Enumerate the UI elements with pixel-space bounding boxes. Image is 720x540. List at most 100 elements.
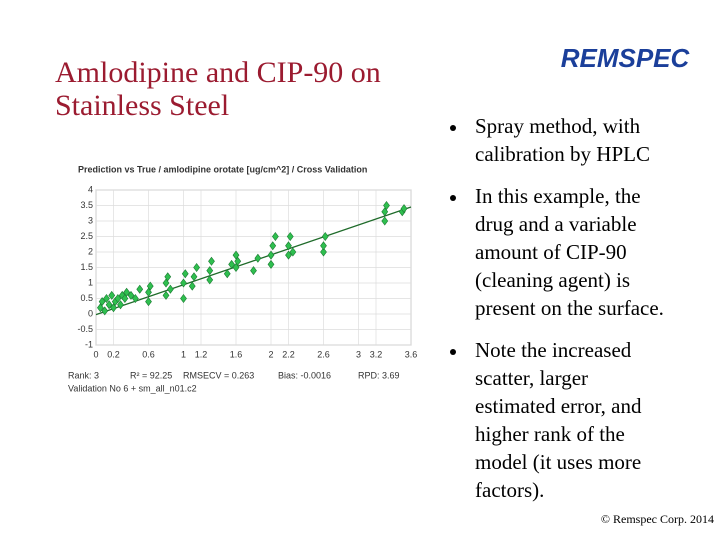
point bbox=[383, 201, 390, 210]
point bbox=[190, 272, 198, 282]
point bbox=[285, 250, 292, 260]
x-tick-label: 0.6 bbox=[142, 349, 155, 359]
y-tick-label: 0 bbox=[88, 308, 93, 318]
bullet-text: amount of CIP-90 bbox=[475, 240, 627, 264]
y-tick-label: -0.5 bbox=[77, 324, 93, 334]
y-tick-label: 0.5 bbox=[80, 293, 93, 303]
x-tick-label: 0.2 bbox=[107, 349, 120, 359]
slide-title: Stainless Steel bbox=[55, 89, 229, 122]
point bbox=[381, 216, 389, 226]
footer: © Remspec Corp. 2014 bbox=[601, 512, 714, 526]
point bbox=[208, 256, 215, 266]
bullet-dot bbox=[450, 195, 456, 201]
point bbox=[269, 241, 277, 251]
point bbox=[98, 297, 106, 307]
point bbox=[272, 232, 279, 241]
point bbox=[105, 300, 113, 310]
point bbox=[206, 266, 214, 276]
y-tick-label: 3 bbox=[88, 215, 93, 225]
bullet-list: Spray method, with calibration by HPLC In … bbox=[450, 114, 664, 502]
bullet-text: estimated error, and bbox=[475, 394, 642, 418]
bullet-text: present on the surface. bbox=[475, 296, 664, 320]
bullet-text: factors). bbox=[475, 478, 544, 502]
point bbox=[114, 294, 122, 303]
x-tick-label: 1.2 bbox=[195, 349, 208, 359]
stat-label: Rank: 3 bbox=[68, 370, 99, 380]
x-tick-label: 2.6 bbox=[317, 349, 330, 359]
point bbox=[188, 281, 196, 291]
stat-label: RPD: 3.69 bbox=[358, 370, 400, 380]
point bbox=[234, 256, 242, 266]
x-tick-label: 1 bbox=[181, 349, 186, 359]
point bbox=[180, 294, 187, 303]
point bbox=[320, 241, 327, 251]
point bbox=[145, 297, 152, 307]
y-tick-label: 1.5 bbox=[80, 262, 93, 272]
bullet-text: drug and a variable bbox=[475, 212, 637, 236]
bullet-text: Spray method, with bbox=[475, 114, 641, 138]
point bbox=[228, 259, 235, 269]
point bbox=[97, 303, 104, 313]
logo: REMSPEC bbox=[561, 43, 691, 73]
point bbox=[286, 232, 294, 241]
y-tick-label: -1 bbox=[85, 339, 93, 349]
y-tick-label: 3.5 bbox=[80, 200, 93, 210]
bullet-text: higher rank of the bbox=[475, 422, 625, 446]
point bbox=[400, 204, 408, 214]
point bbox=[285, 241, 292, 251]
point bbox=[101, 306, 109, 316]
x-tick-label: 3 bbox=[356, 349, 361, 359]
point bbox=[123, 287, 130, 297]
point bbox=[289, 247, 297, 257]
point bbox=[267, 250, 275, 260]
point bbox=[108, 290, 116, 300]
point bbox=[320, 247, 327, 257]
x-tick-label: 2 bbox=[268, 349, 273, 359]
chart: Prediction vs True / amlodipine orotate … bbox=[68, 164, 417, 393]
x-tick-label: 1.6 bbox=[230, 349, 243, 359]
bullet-dot bbox=[450, 125, 456, 131]
point bbox=[321, 232, 329, 241]
point bbox=[181, 269, 189, 279]
bullet-text: Note the increased bbox=[475, 338, 632, 362]
point bbox=[206, 275, 214, 285]
bullet-text: calibration by HPLC bbox=[475, 142, 650, 166]
x-tick-label: 0 bbox=[93, 349, 98, 359]
bullet-text: scatter, larger bbox=[475, 366, 588, 390]
x-tick-label: 2.2 bbox=[282, 349, 295, 359]
chart-title: Prediction vs True / amlodipine orotate … bbox=[78, 164, 367, 174]
point bbox=[381, 207, 389, 217]
point bbox=[254, 253, 262, 263]
y-tick-label: 4 bbox=[88, 184, 93, 194]
point bbox=[121, 294, 129, 303]
y-tick-label: 1 bbox=[88, 277, 93, 287]
point bbox=[103, 294, 110, 303]
point bbox=[146, 281, 154, 291]
point bbox=[223, 269, 231, 279]
point bbox=[162, 290, 170, 300]
point bbox=[250, 266, 257, 276]
point bbox=[117, 300, 124, 310]
stat-label: R² = 92.25 bbox=[130, 370, 172, 380]
point bbox=[232, 250, 240, 260]
validation-label: Validation No 6 + sm_all_n01.c2 bbox=[68, 383, 197, 393]
slide-title: Amlodipine and CIP-90 on bbox=[55, 56, 381, 89]
stat-label: RMSECV = 0.263 bbox=[183, 370, 254, 380]
point bbox=[110, 303, 117, 313]
point bbox=[162, 278, 170, 288]
point bbox=[167, 284, 174, 294]
point bbox=[267, 259, 275, 269]
bullet-text: (cleaning agent) is bbox=[475, 268, 630, 292]
bullet-dot bbox=[450, 349, 456, 355]
x-tick-label: 3.6 bbox=[405, 349, 418, 359]
y-tick-label: 2 bbox=[88, 246, 93, 256]
point bbox=[127, 290, 135, 300]
point bbox=[232, 263, 240, 272]
stat-label: Bias: -0.0016 bbox=[278, 370, 331, 380]
point bbox=[145, 287, 152, 297]
point bbox=[180, 278, 187, 288]
point bbox=[193, 263, 200, 272]
bullet-text: In this example, the bbox=[475, 184, 641, 208]
point bbox=[136, 284, 144, 294]
